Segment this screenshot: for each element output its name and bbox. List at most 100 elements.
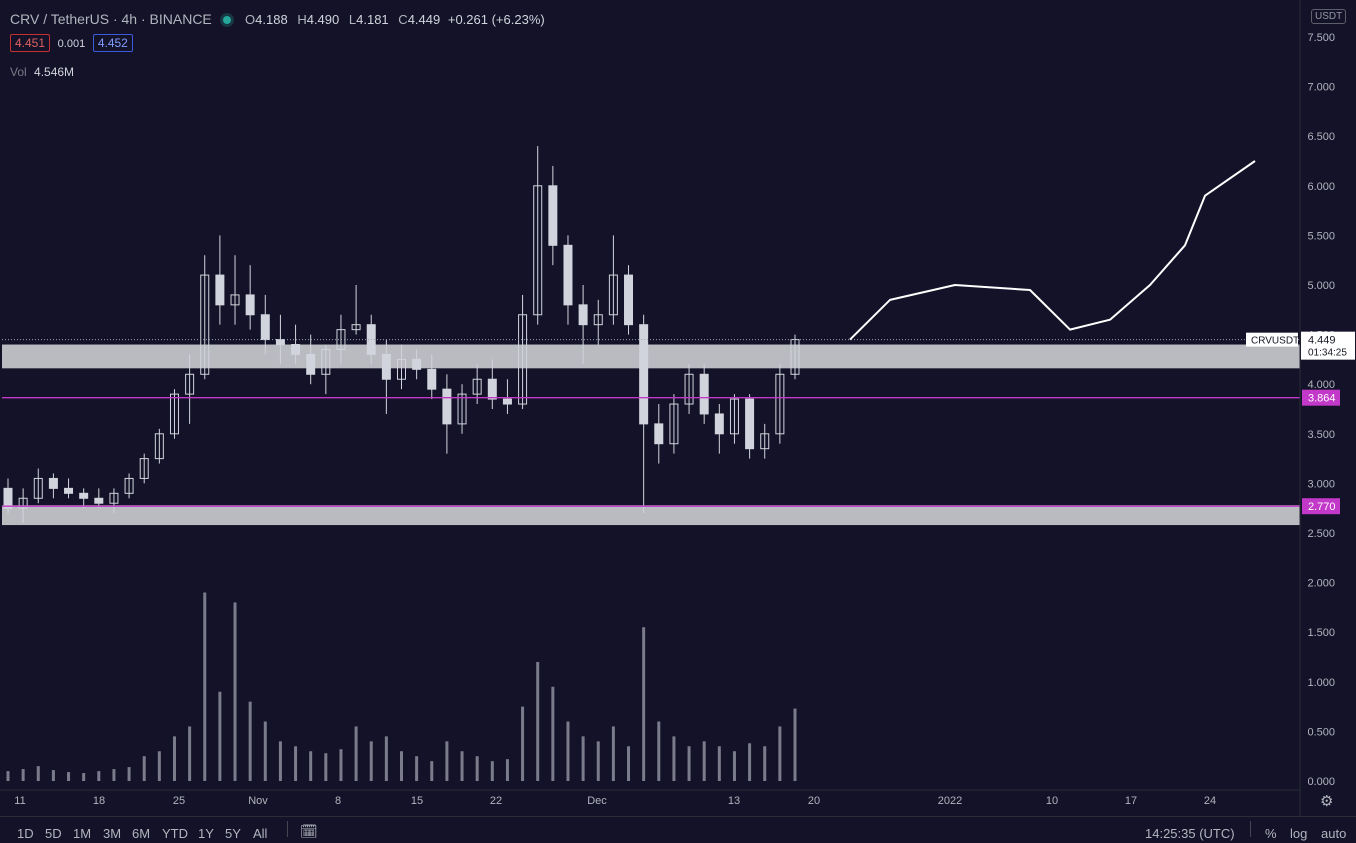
candle (502, 379, 512, 414)
time-tick-label: 25 (173, 795, 185, 807)
goto-date-icon[interactable]: 🗓 (300, 823, 318, 839)
percent-scale-toggle[interactable]: % (1265, 826, 1277, 841)
range-1m-button[interactable]: 1M (73, 826, 92, 841)
close-label: C (398, 12, 408, 27)
time-axis[interactable]: 11 18 25 Nov 8 15 22 Dec 13 20 2022 10 17 24 (14, 795, 1216, 807)
range-5d-button[interactable]: 5D (45, 826, 62, 841)
volume-bar (309, 751, 313, 781)
symbol-title[interactable]: CRV / TetherUS · 4h · BINANCE (10, 11, 212, 27)
volume-bar (445, 741, 449, 781)
horizontal-levels[interactable] (2, 339, 1300, 507)
utc-clock[interactable]: 14:25:35 (UTC) (1145, 826, 1235, 841)
log-scale-toggle[interactable]: log (1290, 826, 1308, 841)
price-tick-label: 1.000 (1307, 677, 1335, 689)
candle (260, 294, 270, 355)
candle (518, 294, 528, 409)
price-tick-label: 4.000 (1307, 379, 1335, 391)
volume-bar (294, 746, 298, 781)
candle (94, 488, 104, 509)
volume-value: 4.546M (34, 65, 75, 79)
range-ytd-button[interactable]: YTD (162, 826, 188, 841)
spread-value: 0.001 (57, 38, 86, 50)
volume-bar (21, 769, 25, 781)
range-all-button[interactable]: All (253, 826, 268, 841)
range-3m-button[interactable]: 3M (103, 826, 122, 841)
price-tick-label: 2.500 (1307, 528, 1335, 540)
projection-drawing[interactable] (849, 160, 1256, 341)
volume-bar (596, 741, 600, 781)
volume-bar (763, 746, 767, 781)
candle (245, 265, 255, 330)
support-zone-1[interactable] (2, 505, 1300, 526)
candle (200, 255, 210, 380)
candle (760, 423, 770, 459)
candle (487, 359, 497, 409)
volume-bar (67, 772, 71, 781)
volume-bar (657, 721, 661, 781)
candle (215, 235, 225, 325)
ask-price[interactable]: 4.452 (92, 34, 133, 52)
candle (230, 255, 240, 325)
time-tick-label: 18 (93, 795, 105, 807)
volume-bar (188, 726, 192, 781)
candle (624, 265, 634, 335)
price-tick-label: 3.000 (1307, 478, 1335, 490)
range-5y-button[interactable]: 5Y (225, 826, 241, 841)
currency-unit-badge[interactable]: USDT (1311, 9, 1347, 24)
low-label: L (348, 12, 357, 27)
auto-scale-toggle[interactable]: auto (1321, 826, 1347, 841)
volume-bar (793, 708, 797, 781)
candle (563, 235, 573, 325)
time-tick-label: 24 (1204, 795, 1216, 807)
bottom-toolbar: 1D 5D 1M 3M 6M YTD 1Y 5Y All 🗓 14:25:35 … (0, 816, 1356, 843)
volume-bar (82, 773, 86, 781)
projection-path[interactable] (849, 160, 1256, 341)
volume-bar (203, 592, 207, 781)
candle (578, 285, 588, 365)
candle (775, 364, 785, 444)
candle (79, 488, 89, 509)
volume-bar (127, 767, 131, 781)
candle (684, 364, 694, 414)
high-value: 4.490 (306, 12, 340, 27)
bid-price[interactable]: 4.451 (10, 34, 51, 52)
candle (351, 285, 361, 335)
toolbar-divider (287, 821, 288, 837)
candle (33, 468, 43, 504)
time-tick-label: 17 (1125, 795, 1137, 807)
candle (306, 334, 316, 385)
range-1y-button[interactable]: 1Y (198, 826, 214, 841)
support-zone-0[interactable] (2, 344, 1300, 369)
candle (124, 473, 134, 499)
time-tick-label: 10 (1046, 795, 1058, 807)
toolbar-divider-2 (1250, 821, 1251, 837)
candle (639, 314, 649, 514)
range-1d-button[interactable]: 1D (17, 826, 34, 841)
price-tick-label: 2.000 (1307, 578, 1335, 590)
candle (64, 478, 74, 499)
volume-bar (6, 771, 10, 781)
volume-bar (278, 741, 282, 781)
candle (3, 478, 13, 514)
candle (427, 354, 437, 400)
volume-bar (566, 721, 570, 781)
volume-bar (717, 746, 721, 781)
volume-bar (400, 751, 403, 781)
change-value: +0.261 (+6.23%) (447, 12, 545, 27)
volume-bar (536, 661, 540, 781)
range-6m-button[interactable]: 6M (132, 826, 151, 841)
volume-bars (6, 592, 797, 781)
volume-legend: Vol 4.546M (10, 65, 74, 79)
volume-bar (218, 691, 222, 781)
volume-bar (51, 770, 55, 781)
volume-bar (263, 721, 267, 781)
price-scale[interactable]: 7.5007.0006.5006.0005.5005.0004.5004.000… (1307, 32, 1335, 788)
volume-bar (505, 759, 509, 781)
volume-bar (233, 602, 237, 781)
candle (139, 453, 149, 484)
volume-bar (460, 751, 464, 781)
settings-gear-icon[interactable]: ⚙ (1320, 793, 1334, 810)
price-tick-label: 0.000 (1307, 776, 1335, 788)
